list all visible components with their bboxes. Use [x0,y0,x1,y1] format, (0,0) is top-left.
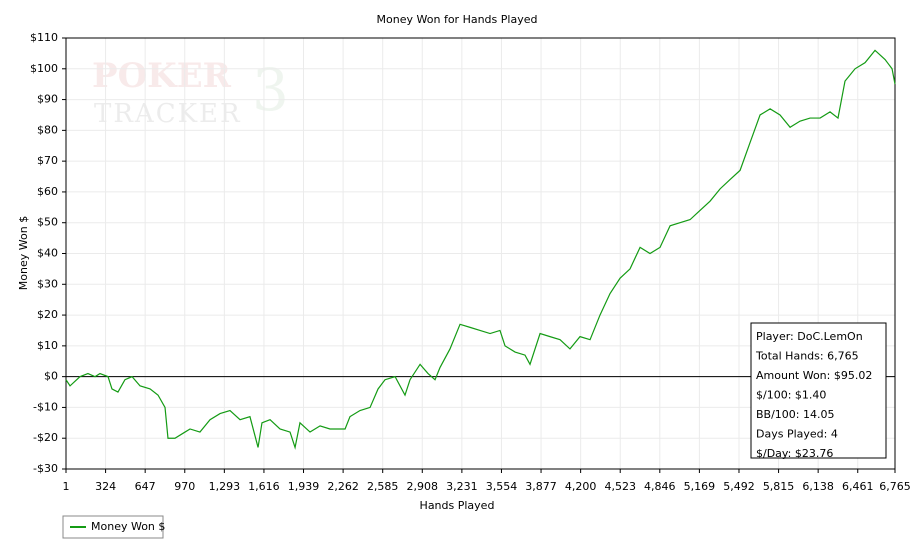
x-tick-label: 5,492 [723,480,755,493]
info-text: Amount Won: $95.02 [756,369,872,382]
y-tick-label: $90 [37,93,58,106]
y-tick-label: $100 [30,62,58,75]
x-tick-label: 5,169 [684,480,716,493]
y-axis-label: Money Won $ [17,216,30,290]
x-tick-label: 647 [135,480,156,493]
x-tick-label: 3,554 [486,480,518,493]
x-tick-label: 1 [63,480,70,493]
info-text: $/Day: $23.76 [756,447,833,460]
x-tick-label: 1,293 [209,480,241,493]
x-tick-label: 324 [95,480,116,493]
y-tick-label: $20 [37,308,58,321]
y-tick-label: $40 [37,247,58,260]
y-tick-label: $30 [37,277,58,290]
info-text: Player: DoC.LemOn [756,330,863,343]
legend-box [62,515,164,539]
x-tick-label: 3,231 [446,480,478,493]
y-tick-label: -$10 [33,400,58,413]
x-tick-label: 2,262 [327,480,359,493]
info-text: BB/100: 14.05 [756,408,835,421]
x-tick-label: 5,815 [763,480,795,493]
x-tick-label: 4,846 [644,480,676,493]
y-tick-label: $10 [37,339,58,352]
x-tick-label: 1,616 [248,480,280,493]
watermark: POKER TRACKER 3 [92,56,289,129]
y-tick-label: $60 [37,185,58,198]
y-tick-label: $50 [37,216,58,229]
chart-title: Money Won for Hands Played [377,13,538,26]
y-tick-label: $70 [37,154,58,167]
watermark-text: TRACKER [94,99,242,129]
info-box [750,322,887,459]
x-tick-label: 6,461 [842,480,874,493]
x-tick-label: 3,877 [525,480,557,493]
x-tick-label: 4,200 [565,480,597,493]
x-tick-label: 2,908 [407,480,439,493]
x-tick-label: 4,523 [604,480,636,493]
watermark-text: POKER [92,56,232,96]
legend-label: Money Won $ [91,520,165,533]
info-text: Total Hands: 6,765 [755,350,859,363]
x-tick-label: 970 [174,480,195,493]
info-text: Days Played: 4 [756,428,838,441]
y-tick-label: $110 [30,31,58,44]
x-axis-label: Hands Played [420,499,495,512]
x-tick-label: 1,939 [288,480,320,493]
x-tick-label: 6,765 [879,480,911,493]
y-tick-label: -$20 [33,431,58,444]
plot-border [65,37,896,470]
watermark-text: 3 [252,56,289,124]
y-tick-label: -$30 [33,462,58,475]
x-tick-label: 2,585 [367,480,399,493]
y-tick-label: $80 [37,123,58,136]
x-tick-label: 6,138 [802,480,834,493]
y-tick-label: $0 [44,370,58,383]
info-text: $/100: $1.40 [756,389,826,402]
data-line [65,49,896,450]
